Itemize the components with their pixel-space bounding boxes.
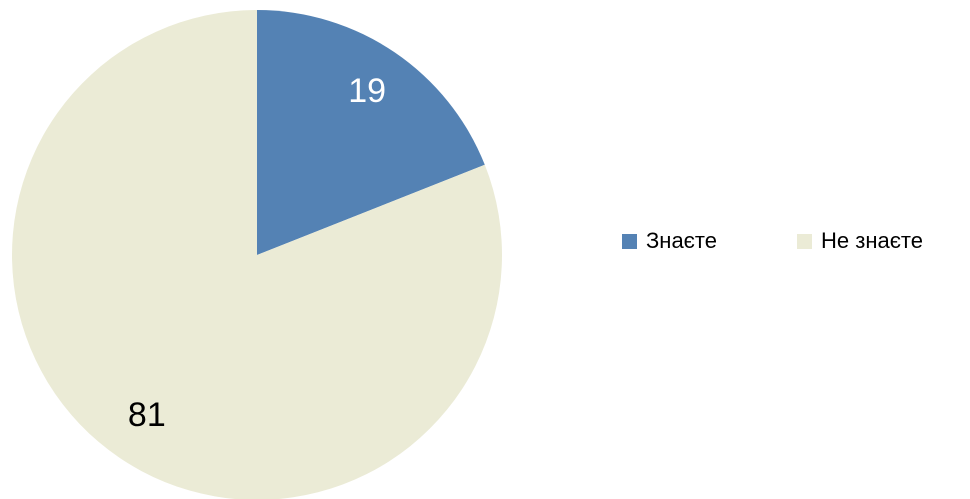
pie-slice [12, 10, 502, 499]
data-label: 19 [348, 72, 386, 110]
legend-swatch [797, 234, 812, 249]
pie-slice [257, 10, 485, 255]
legend-label: Не знаєте [821, 228, 923, 253]
data-label: 81 [128, 396, 166, 434]
legend-swatch [622, 234, 637, 249]
legend-label: Знаєте [646, 228, 717, 253]
